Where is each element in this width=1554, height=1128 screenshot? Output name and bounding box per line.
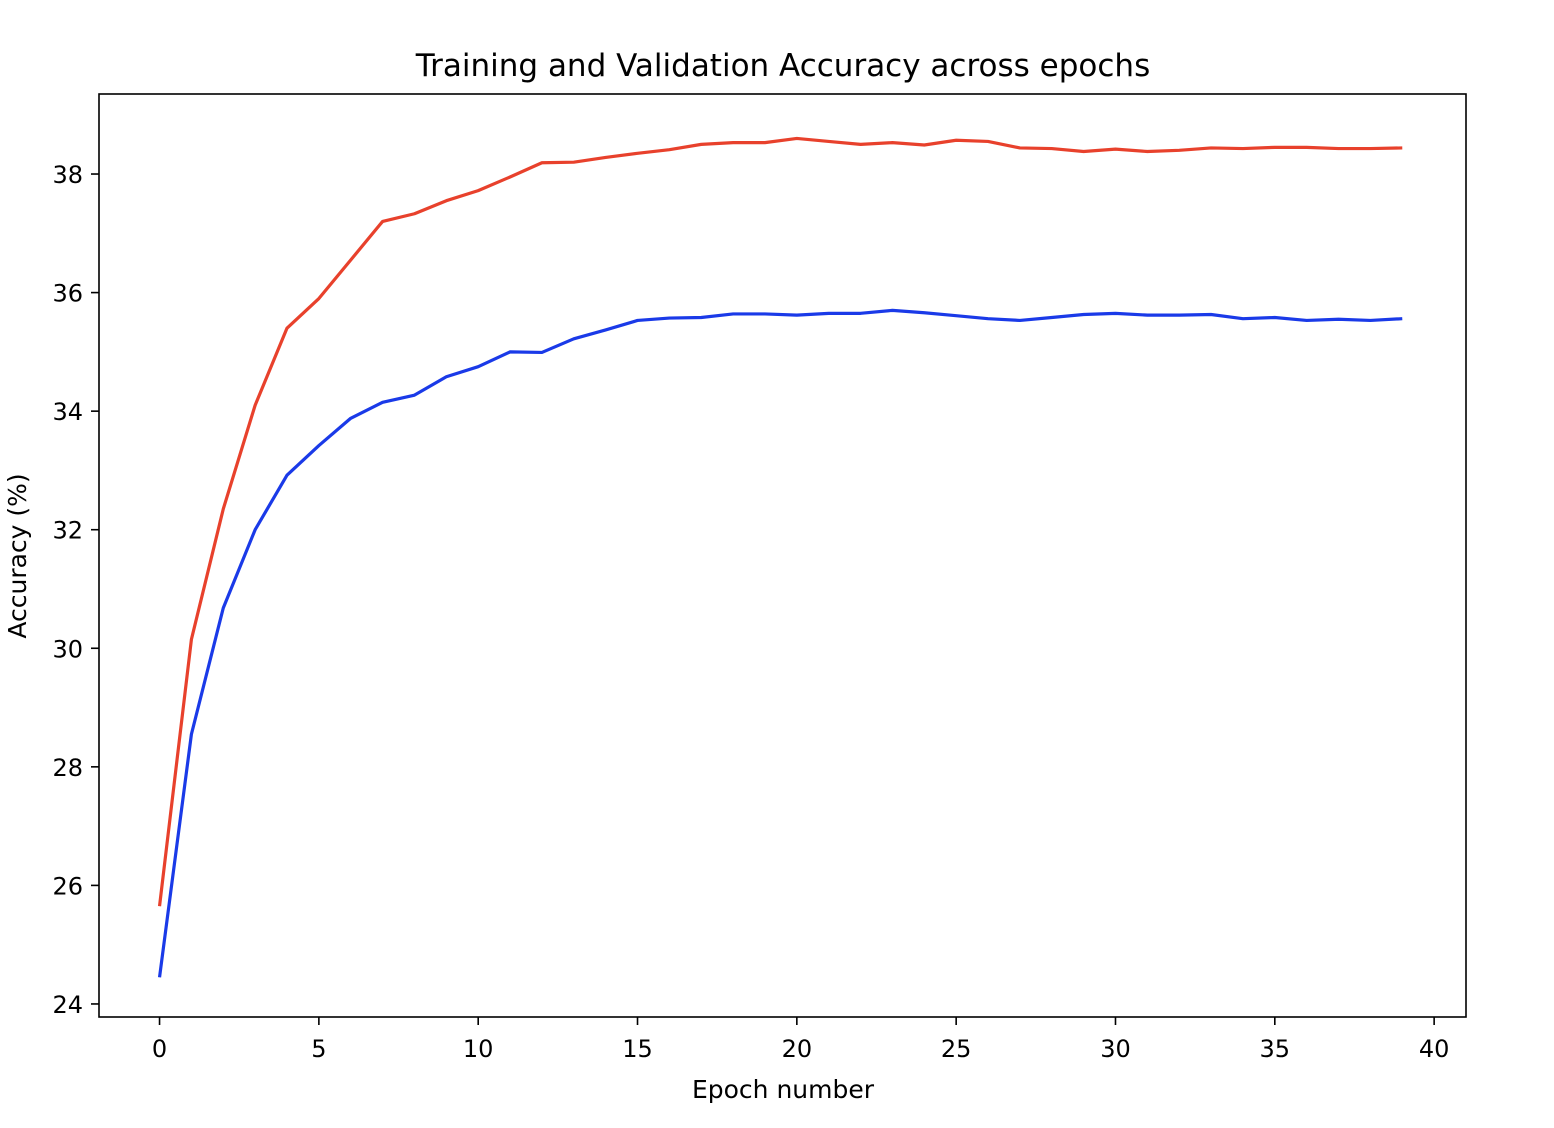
x-tick-label: 40 [1419, 1035, 1450, 1063]
y-tick-label: 34 [52, 398, 83, 426]
chart-title: Training and Validation Accuracy across … [415, 48, 1150, 84]
y-tick-label: 38 [52, 161, 83, 189]
x-tick-label: 5 [311, 1035, 326, 1063]
y-axis-label: Accuracy (%) [3, 473, 32, 638]
x-tick-label: 10 [463, 1035, 494, 1063]
series-line-2 [157, 308, 1403, 978]
x-tick-label: 20 [782, 1035, 813, 1063]
x-tick-label: 0 [152, 1035, 167, 1063]
series-layer [157, 136, 1403, 978]
y-axis: 24 26 28 30 32 34 36 38 [52, 161, 99, 1019]
y-tick-label: 36 [52, 280, 83, 308]
x-axis-label: Epoch number [692, 1075, 875, 1104]
x-tick-label: 15 [622, 1035, 653, 1063]
series-line-1 [157, 136, 1403, 907]
x-tick-label: 30 [1100, 1035, 1131, 1063]
plot-area-frame [98, 93, 1467, 1018]
x-tick-label: 25 [941, 1035, 972, 1063]
y-tick-label: 28 [52, 754, 83, 782]
y-tick-label: 32 [52, 517, 83, 545]
y-tick-label: 30 [52, 635, 83, 663]
x-axis: 0 5 10 15 20 25 30 35 40 [152, 1017, 1450, 1063]
x-tick-label: 35 [1260, 1035, 1291, 1063]
y-tick-label: 26 [52, 872, 83, 900]
y-tick-label: 24 [52, 991, 83, 1019]
